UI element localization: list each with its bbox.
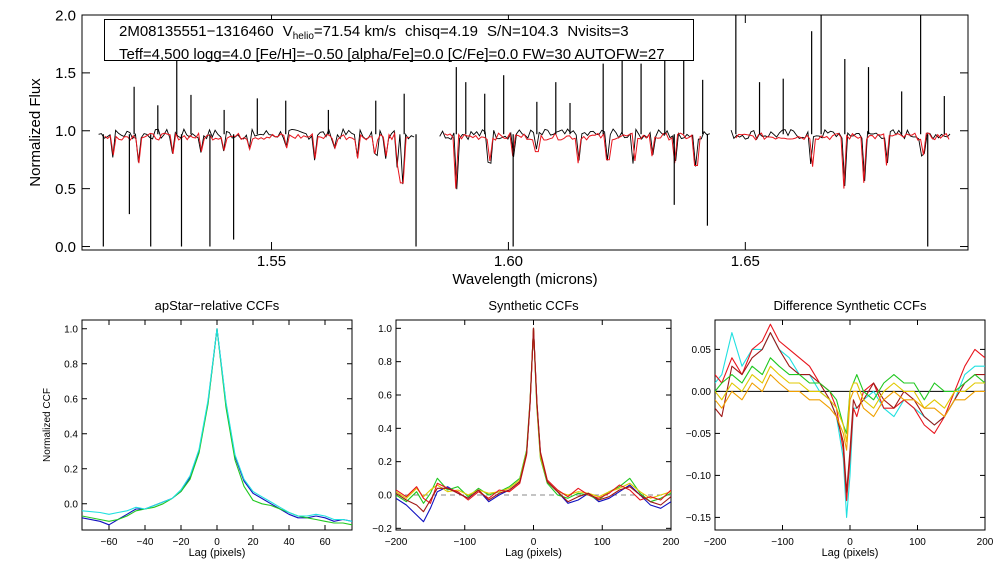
x-tick-label: 20 — [247, 537, 259, 548]
ccf-line-red — [715, 323, 985, 502]
star-info-line-2: Teff=4,500 logg=4.0 [Fe/H]=−0.50 [alpha/… — [119, 46, 693, 64]
x-axis-label: Lag (pixels) — [189, 547, 246, 559]
plot-frame — [395, 319, 672, 531]
vhelio-label: V — [282, 23, 293, 40]
star-id: 2M08135551−1316460 — [119, 23, 274, 40]
model-spectrum-segment — [444, 131, 701, 189]
y-tick-label: 0.6 — [378, 391, 392, 402]
ccf-line-orange — [715, 374, 985, 451]
model-spectrum-segment — [735, 132, 950, 189]
ccf-line-darkred — [396, 327, 671, 513]
y-tick-label: 0.0 — [55, 239, 76, 256]
x-tick-label: −100 — [771, 537, 794, 548]
y-tick-label: 0.8 — [378, 357, 392, 368]
y-tick-label: 1.0 — [64, 324, 78, 335]
y-tick-label: 0.4 — [64, 429, 78, 440]
x-tick-label: 60 — [319, 537, 331, 548]
ccf-line-visit-2 — [82, 328, 352, 526]
snr-value: S/N=104.3 — [487, 23, 559, 40]
x-tick-label: 100 — [594, 537, 611, 548]
y-axis-label: Normalized CCF — [42, 388, 53, 462]
observed-spectrum-segment — [98, 127, 415, 185]
y-tick-label: 0.8 — [64, 359, 78, 370]
vhelio-value: =71.54 km/s — [313, 23, 397, 40]
y-tick-label: 0.0 — [64, 499, 78, 510]
nvisits-value: Nvisits=3 — [567, 23, 629, 40]
x-tick-label: −20 — [173, 537, 190, 548]
y-tick-label: 0.05 — [692, 345, 712, 356]
y-tick-label: 1.5 — [55, 65, 76, 82]
y-tick-label: −0.10 — [686, 471, 712, 482]
model-spectrum-segment — [104, 131, 410, 184]
difference-ccf-panel: −200 −100 0 100 200 −0.15 −0.10 −0.05 0.00 0.05 Di… — [686, 298, 994, 559]
ccf-line-visit-1 — [82, 328, 352, 526]
chisq-value: chisq=4.19 — [405, 23, 479, 40]
x-tick-label: −60 — [101, 537, 118, 548]
ccf-line-yellow — [396, 327, 671, 499]
y-tick-label: 0.4 — [378, 424, 392, 435]
apstar-ccf-panel: −60 −40 −20 0 20 40 60 0.0 0.2 0.4 0.6 0.8 1.0 apStar… — [42, 298, 353, 559]
y-tick-label: 0.00 — [692, 387, 712, 398]
x-tick-label: −200 — [704, 537, 727, 548]
y-tick-label: 0.6 — [64, 394, 78, 405]
ccf-line-blue — [396, 327, 671, 523]
y-tick-label: 1.0 — [378, 324, 392, 335]
y-tick-label: 1.0 — [55, 123, 76, 140]
x-tick-label: 1.55 — [257, 253, 286, 270]
x-tick-label: 0 — [214, 537, 220, 548]
chart-title: Difference Synthetic CCFs — [774, 298, 927, 313]
y-tick-label: 2.0 — [55, 7, 76, 24]
y-tick-label: 0.0 — [378, 491, 392, 502]
x-tick-label: 200 — [663, 537, 680, 548]
x-tick-label: 200 — [977, 537, 994, 548]
x-tick-label: 1.65 — [731, 253, 760, 270]
y-tick-label: −0.2 — [372, 524, 392, 535]
stellar-params: Teff=4,500 logg=4.0 [Fe/H]=−0.50 [alpha/… — [119, 46, 665, 63]
y-tick-label: 0.5 — [55, 181, 76, 198]
plot-frame — [714, 319, 986, 531]
x-tick-label: 40 — [283, 537, 295, 548]
x-tick-label: 0 — [531, 537, 537, 548]
y-tick-label: 0.2 — [64, 464, 78, 475]
chart-title: apStar−relative CCFs — [155, 298, 280, 313]
ccf-line-visit-3 — [82, 328, 352, 522]
star-info-box: 2M08135551−1316460 Vhelio=71.54 km/s chisq… — [104, 19, 694, 64]
synthetic-ccf-panel: −200 −100 0 100 200 −0.2 0.0 0.2 0.4 0.6 0.8 1.0 Syn… — [372, 298, 680, 559]
x-tick-label: 0 — [847, 537, 853, 548]
ccf-line-red — [396, 327, 671, 504]
x-axis-label: Lag (pixels) — [505, 547, 562, 559]
ccf-line-yellow — [715, 365, 985, 443]
y-tick-label: −0.15 — [686, 513, 712, 524]
y-tick-label: 0.2 — [378, 457, 392, 468]
ccf-line-darkred — [715, 332, 985, 493]
x-tick-label: 100 — [909, 537, 926, 548]
x-tick-label: −100 — [453, 537, 476, 548]
y-tick-label: −0.05 — [686, 429, 712, 440]
x-axis-label: Lag (pixels) — [822, 547, 879, 559]
ccf-line-green — [396, 327, 671, 504]
spectrum-panel: 1.55 1.60 1.65 0.0 0.5 1.0 1.5 2.0 Wavelength (m… — [27, 7, 969, 288]
ccf-line-cyan — [715, 332, 985, 518]
x-tick-label: −200 — [385, 537, 408, 548]
x-tick-label: 1.60 — [494, 253, 523, 270]
star-info-line-1: 2M08135551−1316460 Vhelio=71.54 km/s chisq… — [119, 23, 693, 46]
plot-frame — [81, 14, 969, 251]
x-axis-label: Wavelength (microns) — [452, 271, 597, 288]
chart-title: Synthetic CCFs — [488, 298, 579, 313]
plot-frame — [81, 319, 353, 531]
x-tick-label: −40 — [137, 537, 154, 548]
y-axis-label: Normalized Flux — [27, 78, 44, 187]
vhelio-subscript: helio — [292, 31, 314, 42]
